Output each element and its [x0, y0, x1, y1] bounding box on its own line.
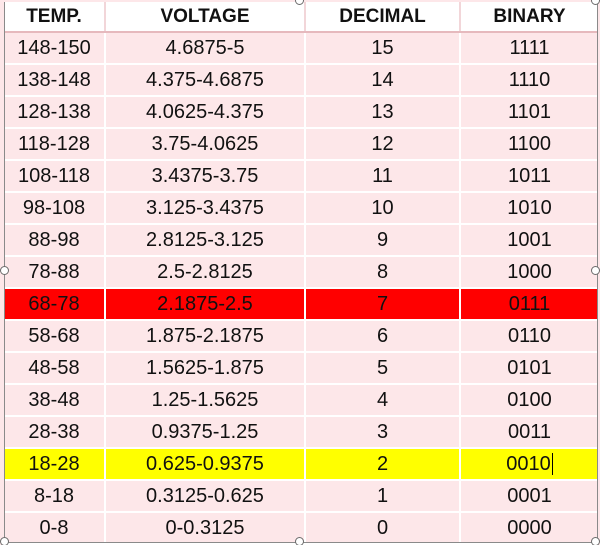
table-row: 48-58 1.5625-1.875 5 0101: [4, 352, 598, 385]
binary-cell[interactable]: 1010: [460, 192, 598, 225]
table-row: 28-38 0.9375-1.25 3 0011: [4, 416, 598, 449]
decimal-cell[interactable]: 10: [305, 192, 461, 225]
decimal-cell[interactable]: 11: [305, 160, 461, 193]
voltage-cell[interactable]: 4.6875-5: [105, 32, 306, 65]
decimal-cell[interactable]: 13: [305, 96, 461, 129]
table-row: 138-148 4.375-4.6875 14 1110: [4, 64, 598, 97]
binary-cell[interactable]: 1101: [460, 96, 598, 129]
decimal-cell[interactable]: 4: [305, 384, 461, 417]
header-row: TEMP. VOLTAGE DECIMAL BINARY: [4, 2, 598, 33]
temp-cell[interactable]: 148-150: [4, 32, 106, 65]
voltage-cell[interactable]: 1.5625-1.875: [105, 352, 306, 385]
resize-handle-bottom-right[interactable]: [591, 537, 600, 545]
voltage-cell[interactable]: 2.1875-2.5: [105, 288, 306, 321]
decimal-cell[interactable]: 0: [305, 512, 461, 545]
voltage-cell[interactable]: 0-0.3125: [105, 512, 306, 545]
voltage-cell[interactable]: 4.0625-4.375: [105, 96, 306, 129]
decimal-cell[interactable]: 2: [305, 448, 461, 481]
temperature-voltage-table[interactable]: TEMP. VOLTAGE DECIMAL BINARY 148-150 4.6…: [4, 2, 598, 545]
decimal-cell[interactable]: 6: [305, 320, 461, 353]
table-row: 58-68 1.875-2.1875 6 0110: [4, 320, 598, 353]
decimal-cell[interactable]: 15: [305, 32, 461, 65]
binary-cell[interactable]: 0101: [460, 352, 598, 385]
voltage-cell[interactable]: 3.75-4.0625: [105, 128, 306, 161]
header-voltage[interactable]: VOLTAGE: [105, 2, 306, 33]
table-row: 108-118 3.4375-3.75 11 1011: [4, 160, 598, 193]
temp-cell[interactable]: 78-88: [4, 256, 106, 289]
binary-cell[interactable]: 0110: [460, 320, 598, 353]
decimal-cell[interactable]: 9: [305, 224, 461, 257]
voltage-cell[interactable]: 4.375-4.6875: [105, 64, 306, 97]
table-row: 98-108 3.125-3.4375 10 1010: [4, 192, 598, 225]
highlighted-row-yellow: 18-28 0.625-0.9375 2 0010: [4, 448, 598, 481]
decimal-cell[interactable]: 7: [305, 288, 461, 321]
text-cursor: [551, 453, 553, 476]
decimal-cell[interactable]: 8: [305, 256, 461, 289]
temp-cell[interactable]: 38-48: [4, 384, 106, 417]
temp-cell[interactable]: 88-98: [4, 224, 106, 257]
voltage-cell[interactable]: 0.625-0.9375: [105, 448, 306, 481]
voltage-cell[interactable]: 3.4375-3.75: [105, 160, 306, 193]
resize-handle-middle-left[interactable]: [0, 266, 9, 275]
temp-cell[interactable]: 8-18: [4, 480, 106, 513]
table-row: 8-18 0.3125-0.625 1 0001: [4, 480, 598, 513]
decimal-cell[interactable]: 3: [305, 416, 461, 449]
resize-handle-middle-right[interactable]: [591, 266, 600, 275]
binary-cell[interactable]: 0100: [460, 384, 598, 417]
table-row: 0-8 0-0.3125 0 0000: [4, 512, 598, 545]
temp-cell[interactable]: 28-38: [4, 416, 106, 449]
temp-cell[interactable]: 18-28: [4, 448, 106, 481]
temp-cell[interactable]: 118-128: [4, 128, 106, 161]
temp-cell[interactable]: 108-118: [4, 160, 106, 193]
table-row: 88-98 2.8125-3.125 9 1001: [4, 224, 598, 257]
binary-cell[interactable]: 0001: [460, 480, 598, 513]
temp-cell[interactable]: 128-138: [4, 96, 106, 129]
binary-cell[interactable]: 1000: [460, 256, 598, 289]
binary-cell-text: 0010: [506, 452, 551, 475]
binary-cell[interactable]: 1100: [460, 128, 598, 161]
table-row: 128-138 4.0625-4.375 13 1101: [4, 96, 598, 129]
table-row: 118-128 3.75-4.0625 12 1100: [4, 128, 598, 161]
decimal-cell[interactable]: 14: [305, 64, 461, 97]
temp-cell[interactable]: 98-108: [4, 192, 106, 225]
temp-cell[interactable]: 48-58: [4, 352, 106, 385]
binary-cell[interactable]: 1110: [460, 64, 598, 97]
voltage-cell[interactable]: 3.125-3.4375: [105, 192, 306, 225]
voltage-cell[interactable]: 0.9375-1.25: [105, 416, 306, 449]
binary-cell[interactable]: 1111: [460, 32, 598, 65]
binary-cell[interactable]: 0000: [460, 512, 598, 545]
decimal-cell[interactable]: 5: [305, 352, 461, 385]
resize-handle-bottom-center[interactable]: [295, 537, 304, 545]
header-decimal[interactable]: DECIMAL: [305, 2, 461, 33]
temp-cell[interactable]: 58-68: [4, 320, 106, 353]
binary-cell[interactable]: 1011: [460, 160, 598, 193]
resize-handle-top-center[interactable]: [295, 0, 304, 5]
voltage-cell[interactable]: 0.3125-0.625: [105, 480, 306, 513]
header-binary[interactable]: BINARY: [460, 2, 598, 33]
voltage-cell[interactable]: 2.8125-3.125: [105, 224, 306, 257]
resize-handle-bottom-left[interactable]: [0, 537, 9, 545]
binary-cell-editing[interactable]: 0010: [460, 448, 598, 481]
temp-cell[interactable]: 68-78: [4, 288, 106, 321]
highlighted-row-red: 68-78 2.1875-2.5 7 0111: [4, 288, 598, 321]
binary-cell[interactable]: 0111: [460, 288, 598, 321]
temp-cell[interactable]: 0-8: [4, 512, 106, 545]
header-temp[interactable]: TEMP.: [4, 2, 106, 33]
voltage-cell[interactable]: 1.25-1.5625: [105, 384, 306, 417]
binary-cell[interactable]: 1001: [460, 224, 598, 257]
resize-handle-top-right[interactable]: [591, 0, 600, 5]
voltage-cell[interactable]: 1.875-2.1875: [105, 320, 306, 353]
temp-cell[interactable]: 138-148: [4, 64, 106, 97]
table-row: 38-48 1.25-1.5625 4 0100: [4, 384, 598, 417]
binary-cell[interactable]: 0011: [460, 416, 598, 449]
table-row: 148-150 4.6875-5 15 1111: [4, 32, 598, 65]
decimal-cell[interactable]: 12: [305, 128, 461, 161]
voltage-cell[interactable]: 2.5-2.8125: [105, 256, 306, 289]
decimal-cell[interactable]: 1: [305, 480, 461, 513]
table-row: 78-88 2.5-2.8125 8 1000: [4, 256, 598, 289]
